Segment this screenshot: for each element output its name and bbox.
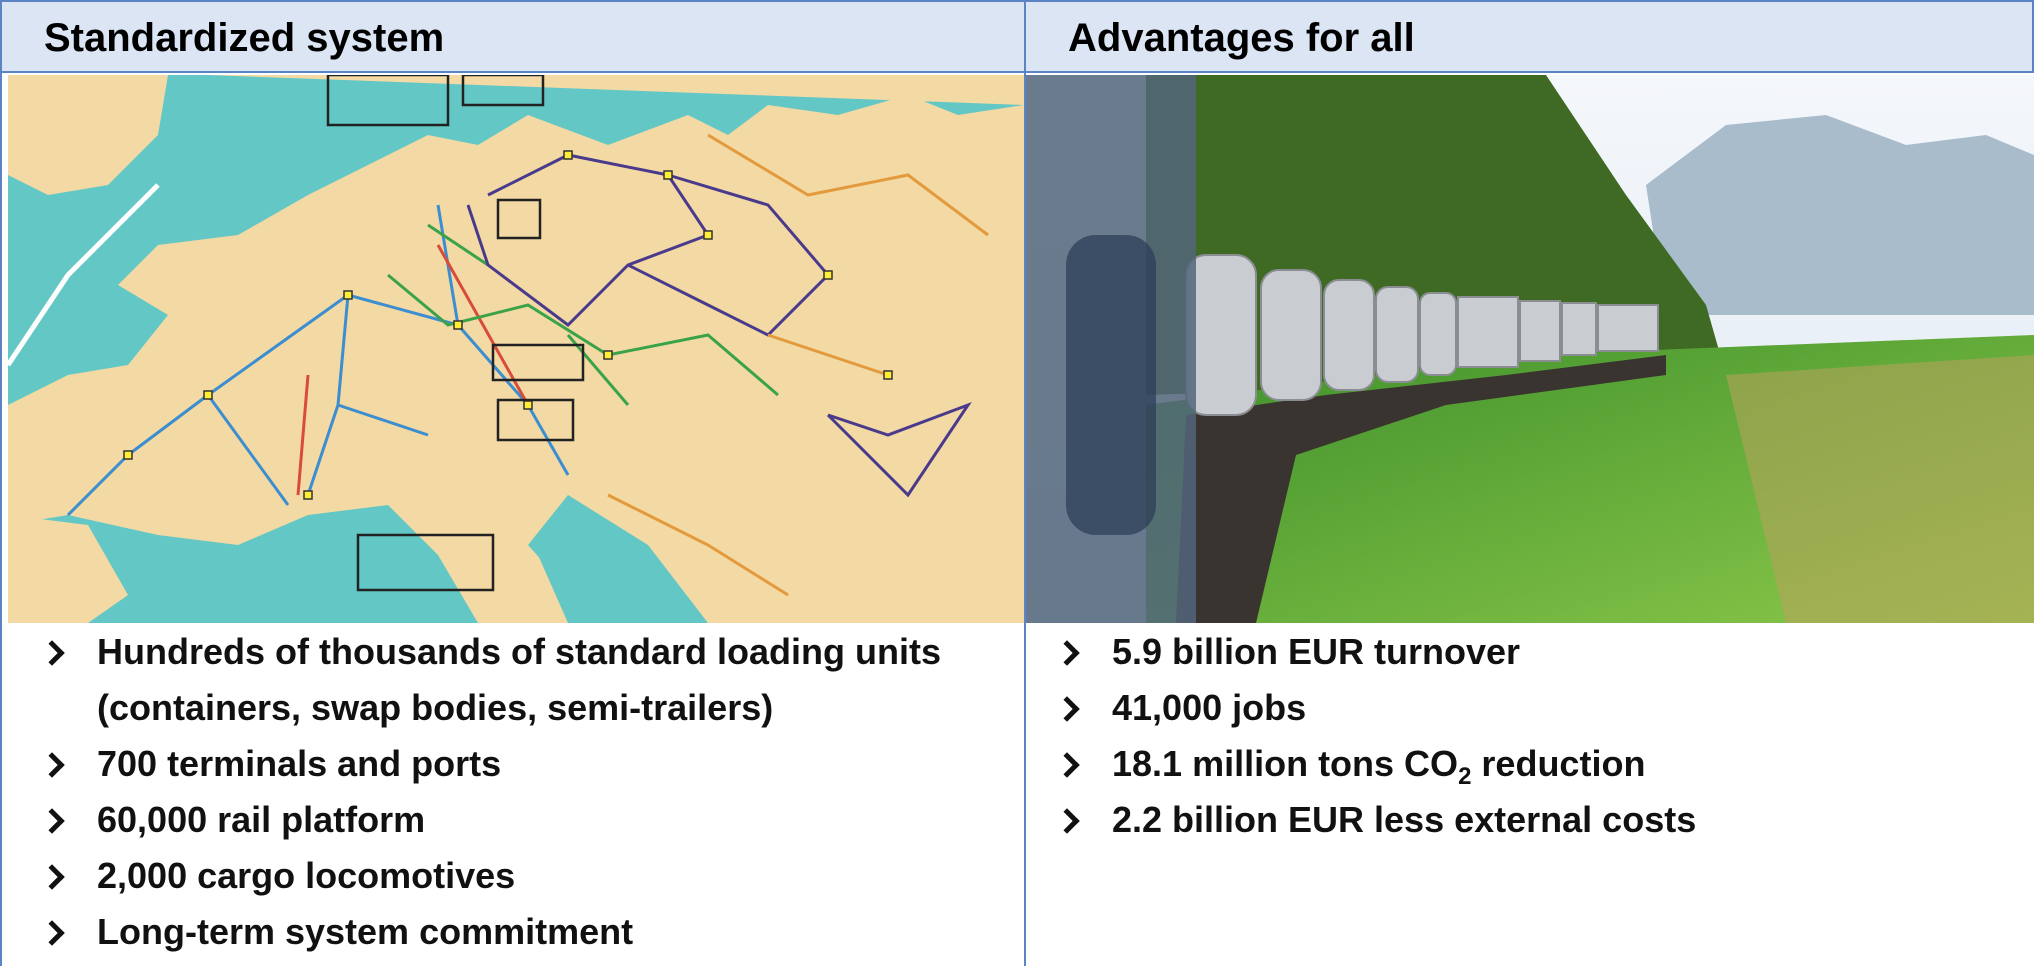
bullet-text: 18.1 million tons CO — [1112, 743, 1458, 784]
bullet-marker — [1054, 640, 1079, 665]
bullet-text: 5.9 billion EUR turnover — [1112, 631, 1520, 672]
bullet-item: Hundreds of thousands of standard loadin… — [41, 624, 1001, 736]
right-header: Advantages for all — [1024, 0, 2034, 73]
bullet-marker — [39, 920, 64, 945]
freight-train-photo — [1026, 75, 2034, 623]
bullet-marker — [39, 752, 64, 777]
bullet-text: Long-term system commitment — [97, 911, 633, 952]
subscript: 2 — [1458, 763, 1471, 790]
bullet-item: 2,000 cargo locomotives — [41, 848, 1001, 904]
bullet-text: 2,000 cargo locomotives — [97, 855, 515, 896]
bullet-item: 700 terminals and ports — [41, 736, 1001, 792]
slide: Standardized system Advantages for all — [0, 0, 2034, 966]
bullet-text: 60,000 rail platform — [97, 799, 425, 840]
bullet-text: Hundreds of thousands of standard loadin… — [97, 631, 941, 728]
bullet-marker — [1054, 808, 1079, 833]
bullet-text: 700 terminals and ports — [97, 743, 501, 784]
bullet-item: 60,000 rail platform — [41, 792, 1001, 848]
bullet-item: 2.2 billion EUR less external costs — [1056, 792, 2016, 848]
bullet-marker — [1054, 752, 1079, 777]
bullet-marker — [39, 808, 64, 833]
bullet-item: Long-term system commitment — [41, 904, 1001, 960]
bullet-text: 41,000 jobs — [1112, 687, 1306, 728]
left-bullets: Hundreds of thousands of standard loadin… — [41, 624, 1001, 960]
bullet-text: 2.2 billion EUR less external costs — [1112, 799, 1696, 840]
bullet-marker — [39, 864, 64, 889]
border — [0, 0, 2, 966]
bullet-marker — [1054, 696, 1079, 721]
bullet-text: reduction — [1471, 743, 1645, 784]
bullet-item: 41,000 jobs — [1056, 680, 2016, 736]
right-bullets: 5.9 billion EUR turnover 41,000 jobs 18.1 … — [1056, 624, 2016, 848]
left-header: Standardized system — [0, 0, 1026, 73]
rail-network-map — [8, 75, 1024, 623]
bullet-item: 18.1 million tons CO2 reduction — [1056, 736, 2016, 792]
bullet-marker — [39, 640, 64, 665]
bullet-item: 5.9 billion EUR turnover — [1056, 624, 2016, 680]
